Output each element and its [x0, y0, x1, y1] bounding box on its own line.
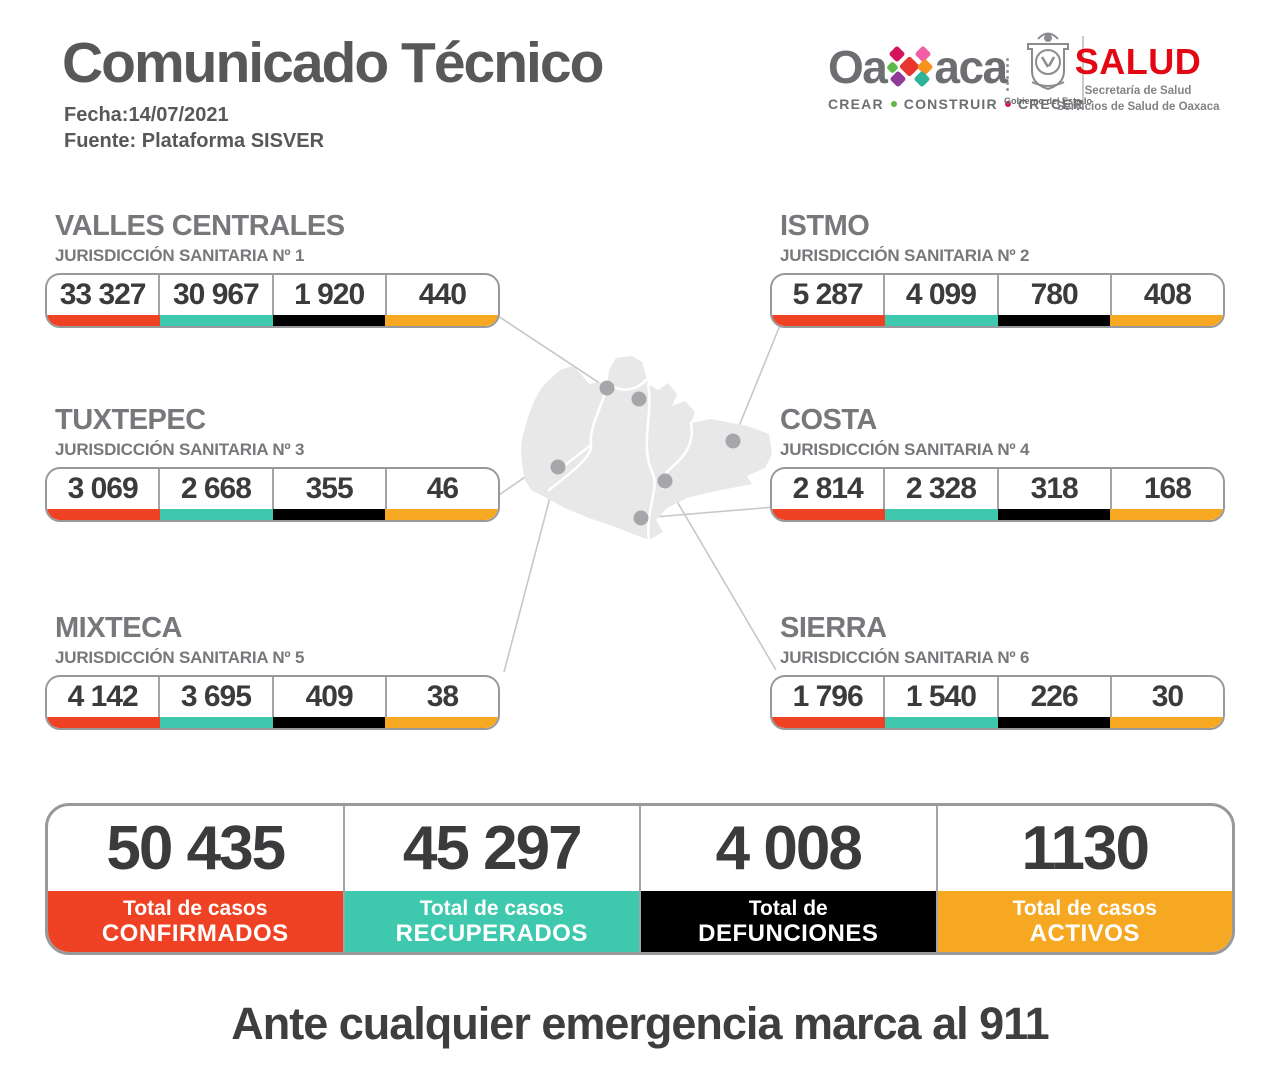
total-label-line2: ACTIVOS: [1029, 920, 1140, 948]
total-recovered: 45 297 Total de casos RECUPERADOS: [344, 806, 641, 952]
oaxaca-word-end: aca: [934, 41, 1008, 93]
recovered-count: 2 668: [160, 469, 274, 509]
deaths-count: 226: [999, 677, 1112, 717]
recovered-count: 2 328: [885, 469, 999, 509]
region-name: TUXTEPEC: [55, 404, 206, 436]
salud-title: SALUD: [1074, 41, 1202, 82]
region-jurisdiction: JURISDICCIÓN SANITARIA Nº 5: [55, 648, 305, 667]
legend-color-bars: [47, 315, 498, 326]
deaths-count: 355: [274, 469, 387, 509]
legend-color-bars: [772, 509, 1223, 520]
total-active: 1130 Total de casos ACTIVOS: [937, 806, 1232, 952]
tagline-bullet-icon: [1004, 101, 1011, 107]
region-jurisdiction: JURISDICCIÓN SANITARIA Nº 2: [780, 246, 1030, 265]
region-sierra: SIERRA JURISDICCIÓN SANITARIA Nº 6 1 796…: [770, 614, 1225, 730]
region-istmo: ISTMO JURISDICCIÓN SANITARIA Nº 2 5 287 …: [770, 212, 1225, 328]
state-silhouette: [521, 356, 772, 542]
deaths-count: 318: [999, 469, 1112, 509]
confirmed-count: 33 327: [47, 275, 161, 315]
salud-line1: Secretaría de Salud: [1084, 85, 1192, 97]
total-label-line1: Total de: [748, 897, 828, 920]
region-valles-centrales: VALLES CENTRALES JURISDICCIÓN SANITARIA …: [45, 212, 500, 328]
salud-logo: SALUD Secretaría de Salud Servicios de S…: [1040, 44, 1236, 115]
totals-panel: 50 435 Total de casos CONFIRMADOS 45 297…: [45, 803, 1235, 955]
total-active-value: 1130: [1021, 814, 1150, 883]
region-stats-panel: 5 287 4 099 780 408: [770, 273, 1225, 328]
confirmed-count: 5 287: [772, 275, 886, 315]
region-name: MIXTECA: [55, 612, 183, 644]
region-stats-panel: 33 327 30 967 1 920 440: [45, 273, 500, 328]
oaxaca-word-start: Oa: [828, 41, 888, 93]
region-jurisdiction: JURISDICCIÓN SANITARIA Nº 6: [780, 648, 1030, 667]
total-label-line2: RECUPERADOS: [395, 920, 588, 948]
total-label-line1: Total de casos: [419, 897, 564, 920]
region-tuxtepec: TUXTEPEC JURISDICCIÓN SANITARIA Nº 3 3 0…: [45, 406, 500, 522]
oaxaca-x-diamonds-icon: [886, 44, 934, 90]
recovered-count: 1 540: [885, 677, 999, 717]
region-name: COSTA: [780, 404, 877, 436]
tagline-construir: CONSTRUIR: [903, 96, 998, 112]
region-jurisdiction: JURISDICCIÓN SANITARIA Nº 4: [780, 440, 1030, 459]
total-label-line1: Total de casos: [1012, 897, 1157, 920]
tagline-bullet-icon: [890, 101, 897, 107]
seal-caption: Gobierno del Estado: [1003, 96, 1092, 106]
recovered-count: 3 695: [160, 677, 274, 717]
oaxaca-logo: Oa aca CREAR CONSTRUIR CRECER: [828, 44, 1084, 112]
date-label: Fecha:14/07/2021: [64, 104, 229, 126]
region-name: ISTMO: [780, 210, 870, 242]
confirmed-count: 2 814: [772, 469, 886, 509]
confirmed-count: 4 142: [47, 677, 161, 717]
active-count: 46: [426, 472, 459, 505]
recovered-count: 30 967: [160, 275, 274, 315]
oaxaca-tagline: CREAR CONSTRUIR CRECER: [828, 96, 1084, 112]
page-title: Comunicado Técnico: [62, 31, 604, 95]
region-stats-panel: 3 069 2 668 355 46: [45, 467, 500, 522]
total-deaths: 4 008 Total de DEFUNCIONES: [641, 806, 938, 952]
region-stats-panel: 1 796 1 540 226 30: [770, 675, 1225, 730]
active-count: 30: [1151, 680, 1184, 713]
recovered-count: 4 099: [885, 275, 999, 315]
region-name: VALLES CENTRALES: [55, 210, 345, 242]
deaths-count: 409: [274, 677, 387, 717]
active-count: 168: [1143, 472, 1192, 505]
region-costa: COSTA JURISDICCIÓN SANITARIA Nº 4 2 814 …: [770, 406, 1225, 522]
emergency-message: Ante cualquier emergencia marca al 911: [231, 998, 1049, 1049]
region-jurisdiction: JURISDICCIÓN SANITARIA Nº 1: [55, 246, 305, 265]
confirmed-count: 3 069: [47, 469, 161, 509]
tagline-crear: CREAR: [828, 96, 884, 112]
deaths-count: 1 920: [274, 275, 387, 315]
total-confirmed: 50 435 Total de casos CONFIRMADOS: [48, 806, 345, 952]
region-name: SIERRA: [780, 612, 887, 644]
region-dots: [550, 380, 741, 526]
total-confirmed-value: 50 435: [106, 814, 286, 883]
active-count: 38: [426, 680, 459, 713]
total-label-line2: DEFUNCIONES: [698, 920, 879, 948]
tagline-crecer: CRECER: [1017, 96, 1085, 112]
region-stats-panel: 4 142 3 695 409 38: [45, 675, 500, 730]
active-count: 408: [1143, 278, 1192, 311]
total-label-line2: CONFIRMADOS: [101, 920, 289, 948]
region-mixteca: MIXTECA JURISDICCIÓN SANITARIA Nº 5 4 14…: [45, 614, 500, 730]
total-deaths-value: 4 008: [715, 814, 863, 883]
legend-color-bars: [772, 315, 1223, 326]
region-stats-panel: 2 814 2 328 318 168: [770, 467, 1225, 522]
total-recovered-value: 45 297: [402, 814, 583, 883]
brand-divider: [1082, 36, 1084, 100]
region-jurisdiction: JURISDICCIÓN SANITARIA Nº 3: [55, 440, 305, 459]
confirmed-count: 1 796: [772, 677, 886, 717]
total-label-line1: Total de casos: [123, 897, 268, 920]
legend-color-bars: [772, 717, 1223, 728]
salud-line2: Servicios de Salud de Oaxaca: [1056, 100, 1220, 113]
legend-color-bars: [47, 717, 498, 728]
source-label: Fuente: Plataforma SISVER: [64, 130, 325, 152]
active-count: 440: [418, 278, 467, 311]
deaths-count: 780: [999, 275, 1112, 315]
dotted-divider-icon: [1006, 58, 1009, 91]
state-seal-icon: [1027, 32, 1069, 91]
legend-color-bars: [47, 509, 498, 520]
